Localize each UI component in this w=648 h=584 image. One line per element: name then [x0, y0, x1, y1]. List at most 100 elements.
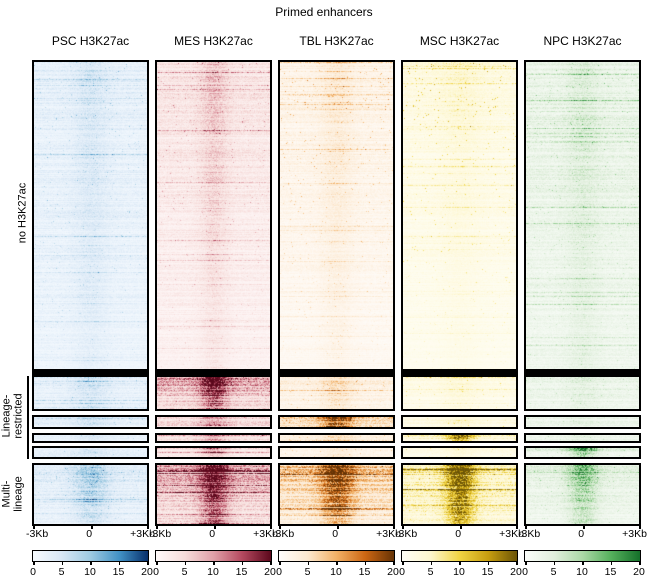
- column-header-mes: MES H3K27ac: [174, 34, 253, 48]
- heatmap-canvas-tbl-lineage-restricted-npc: [280, 448, 393, 457]
- colorbar-tick-label-npc-2: 10: [576, 566, 588, 578]
- heatmap-block-msc-multi-lineage: [401, 463, 518, 526]
- x-axis-tick-msc-1: [459, 526, 462, 529]
- colorbar-tick-label-mes-2: 10: [207, 566, 219, 578]
- heatmap-block-psc-lineage-restricted-msc: [32, 433, 149, 443]
- cluster-separator-msc: [401, 371, 518, 375]
- cluster-separator-npc: [524, 371, 641, 375]
- x-axis-labels-msc: -3Kb 0 +3Kb: [395, 528, 524, 540]
- x-axis-tick-psc-0: [33, 526, 35, 529]
- colorbar-tick-psc-2: [90, 562, 92, 565]
- heatmap-block-tbl-lineage-restricted-msc: [278, 433, 395, 443]
- colorbar-tick-tbl-4: [393, 562, 395, 565]
- colorbar-mes: [155, 550, 272, 562]
- x-axis-tick-psc-2: [147, 526, 149, 529]
- heatmap-block-msc-lineage-restricted-npc: [401, 446, 518, 459]
- heatmap-canvas-mes-lineage-restricted-msc: [157, 435, 270, 441]
- heatmap-block-npc-lineage-restricted-tbl: [524, 415, 641, 429]
- colorbar-tbl: [278, 550, 395, 562]
- colorbar-tick-label-npc-1: 5: [550, 566, 557, 578]
- heatmap-canvas-npc-multi-lineage: [526, 465, 639, 524]
- heatmap-canvas-tbl-multi-lineage: [280, 465, 393, 524]
- colorbar-tick-msc-2: [459, 562, 461, 565]
- x-axis-tick-mes-2: [270, 526, 272, 529]
- x-axis-label-psc-1: 0: [86, 528, 93, 540]
- lineage-restricted-bracket: [27, 376, 29, 459]
- heatmap-canvas-msc-no-h3k27ac: [403, 62, 516, 369]
- colorbar-tick-npc-3: [610, 562, 612, 565]
- colorbar-tick-label-tbl-2: 10: [330, 566, 342, 578]
- x-axis-tick-mes-0: [156, 526, 158, 529]
- heatmap-canvas-npc-lineage-restricted-msc: [526, 435, 639, 441]
- row-group-label-no-h3k27ac-text: no H3K27ac: [16, 182, 29, 244]
- heatmap-canvas-msc-lineage-restricted-npc: [403, 448, 516, 457]
- x-axis-label-tbl-0: -3Kb: [272, 528, 295, 540]
- heatmap-canvas-psc-lineage-restricted-npc: [34, 448, 147, 457]
- heatmap-canvas-npc-lineage-restricted-tbl: [526, 417, 639, 427]
- colorbar-tick-label-msc-4: 20: [510, 566, 522, 578]
- colorbar-tick-label-tbl-0: 0: [276, 566, 282, 578]
- x-axis-label-npc-2: +3Kb: [622, 528, 647, 540]
- x-axis-label-npc-0: -3Kb: [518, 528, 541, 540]
- colorbar-tick-label-mes-4: 20: [264, 566, 276, 578]
- colorbar-tick-label-msc-0: 0: [399, 566, 405, 578]
- heatmap-block-mes-lineage-restricted-tbl: [155, 415, 272, 429]
- row-group-label-lineage-restricted: Lineage- restricted: [0, 393, 25, 438]
- column-header-tbl: TBL H3K27ac: [299, 34, 374, 48]
- multi-lineage-line1: Multi-: [0, 480, 13, 508]
- colorbar-tick-npc-2: [582, 562, 584, 565]
- colorbar-tick-label-tbl-3: 15: [358, 566, 371, 578]
- cluster-separator-mes: [155, 371, 272, 375]
- x-axis-labels-psc: -3Kb 0 +3Kb: [26, 528, 155, 540]
- x-axis-labels-tbl: -3Kb 0 +3Kb: [272, 528, 401, 540]
- heatmap-block-npc-no-h3k27ac: [524, 60, 641, 371]
- heatmap-canvas-npc-lineage-restricted-npc: [526, 448, 639, 457]
- figure-title: Primed enhancers: [275, 5, 373, 19]
- colorbar-tick-psc-4: [147, 562, 149, 565]
- colorbar-tick-msc-4: [516, 562, 518, 565]
- colorbar-tick-msc-3: [487, 562, 489, 565]
- colorbar-tick-mes-4: [270, 562, 272, 565]
- heatmap-canvas-msc-lineage-restricted-tbl: [403, 417, 516, 427]
- row-group-label-no-h3k27ac: no H3K27ac: [16, 182, 29, 244]
- colorbar-tick-label-mes-3: 15: [235, 566, 248, 578]
- heatmap-block-psc-lineage-restricted-tbl: [32, 415, 149, 429]
- heatmap-block-msc-lineage-restricted-tbl: [401, 415, 518, 429]
- heatmap-canvas-psc-multi-lineage: [34, 465, 147, 524]
- heatmap-block-mes-lineage-restricted-mes: [155, 375, 272, 411]
- heatmap-block-npc-multi-lineage: [524, 463, 641, 526]
- heatmap-block-npc-lineage-restricted-msc: [524, 433, 641, 443]
- heatmap-block-tbl-no-h3k27ac: [278, 60, 395, 371]
- column-header-psc: PSC H3K27ac: [51, 34, 130, 48]
- x-axis-label-tbl-1: 0: [332, 528, 339, 540]
- colorbar-tick-tbl-3: [364, 562, 366, 565]
- x-axis-label-psc-2: +3Kb: [130, 528, 155, 540]
- colorbar-tick-label-npc-4: 20: [633, 566, 645, 578]
- colorbar-tick-tbl-0: [279, 562, 281, 565]
- heatmap-canvas-psc-lineage-restricted-mes: [34, 377, 147, 409]
- heatmap-canvas-tbl-lineage-restricted-msc: [280, 435, 393, 441]
- heatmap-block-msc-lineage-restricted-msc: [401, 433, 518, 443]
- lineage-restricted-line1: Lineage-: [0, 394, 13, 438]
- heatmap-canvas-mes-lineage-restricted-npc: [157, 448, 270, 457]
- heatmap-block-psc-lineage-restricted-mes: [32, 375, 149, 411]
- x-axis-tick-tbl-1: [336, 526, 339, 529]
- x-axis-tick-npc-2: [639, 526, 641, 529]
- cluster-separator-psc: [32, 371, 149, 375]
- x-axis-label-mes-0: -3Kb: [149, 528, 172, 540]
- colorbar-tick-label-npc-3: 15: [604, 566, 617, 578]
- colorbar-tick-npc-0: [525, 562, 527, 565]
- colorbar-tick-label-npc-0: 0: [522, 566, 528, 578]
- colorbar-tick-label-tbl-1: 5: [304, 566, 311, 578]
- colorbar-tick-label-tbl-4: 20: [387, 566, 399, 578]
- x-axis-label-msc-1: 0: [455, 528, 462, 540]
- x-axis-labels-npc: -3Kb 0 +3Kb: [518, 528, 647, 540]
- colorbar-tick-label-psc-0: 0: [30, 566, 36, 578]
- x-axis-tick-npc-0: [525, 526, 527, 529]
- colorbar-tick-mes-0: [156, 562, 158, 565]
- x-axis-tick-mes-1: [213, 526, 216, 529]
- x-axis-label-tbl-2: +3Kb: [376, 528, 401, 540]
- colorbar-tick-msc-1: [430, 562, 432, 565]
- x-axis-label-psc-0: -3Kb: [26, 528, 49, 540]
